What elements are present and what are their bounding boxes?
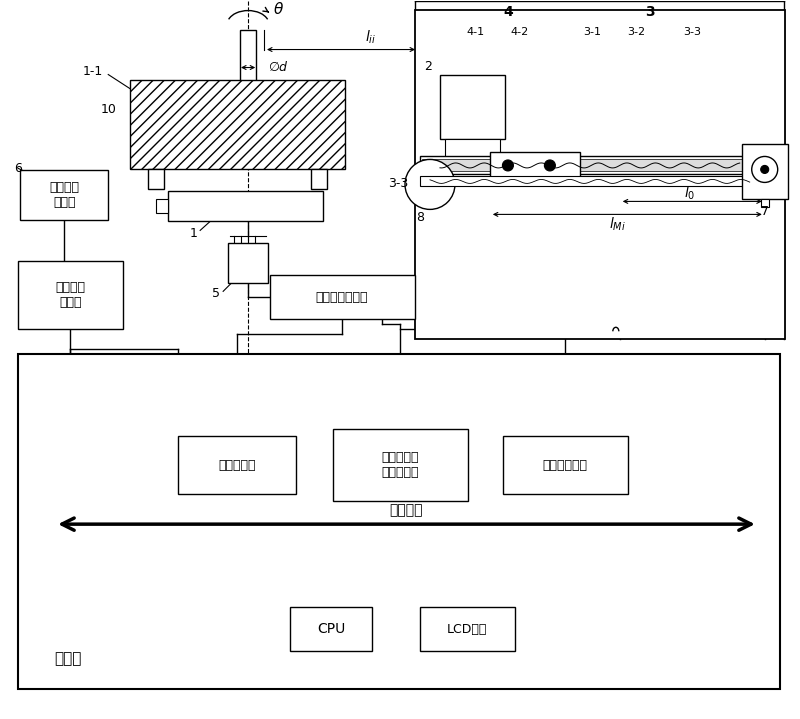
Text: 1: 1 (190, 227, 197, 240)
Bar (290, 607, 372, 651)
Bar (490, 152, 580, 178)
Text: 4: 4 (503, 4, 513, 19)
Text: $l_{Mi}$: $l_{Mi}$ (610, 216, 626, 233)
Text: 7: 7 (761, 205, 769, 218)
Bar (415, 9, 785, 339)
Text: 激光位移传
感器采集卡: 激光位移传 感器采集卡 (382, 452, 418, 479)
Text: 运动控制卡: 运动控制卡 (218, 459, 256, 472)
Text: 步进电机驱动器: 步进电机驱动器 (316, 290, 368, 304)
Text: $l_{ii}$: $l_{ii}$ (366, 29, 377, 46)
Text: 转台电机
驱动器: 转台电机 驱动器 (55, 281, 86, 309)
Bar (440, 75, 505, 139)
Bar (761, 199, 769, 207)
Bar (422, 160, 758, 171)
Text: 3-1: 3-1 (583, 27, 601, 37)
Text: 4-1: 4-1 (467, 27, 485, 37)
Text: 10: 10 (100, 103, 116, 116)
Bar (742, 145, 788, 199)
Bar (228, 243, 268, 283)
Bar (420, 607, 515, 651)
Text: 3-3: 3-3 (388, 177, 408, 190)
Text: $l_0$: $l_0$ (684, 185, 695, 202)
Text: 编码器计数卡: 编码器计数卡 (542, 459, 587, 472)
Bar (18, 354, 780, 689)
Text: LCD单元: LCD单元 (446, 623, 487, 636)
Text: θ: θ (274, 2, 283, 17)
Text: 工控机: 工控机 (54, 651, 82, 667)
Text: 3-2: 3-2 (626, 27, 645, 37)
Bar (445, 139, 500, 160)
Bar (333, 429, 468, 501)
Text: 4-2: 4-2 (510, 27, 529, 37)
Text: 6: 6 (14, 162, 22, 175)
Text: 2: 2 (424, 60, 432, 73)
Text: 5: 5 (212, 287, 220, 300)
Bar (18, 262, 123, 329)
Text: $\emptyset d$: $\emptyset d$ (268, 60, 289, 73)
Text: 3: 3 (645, 4, 654, 19)
Text: 系统总线: 系统总线 (390, 503, 422, 517)
Bar (503, 436, 628, 494)
Text: 3-3: 3-3 (682, 27, 701, 37)
Bar (240, 29, 256, 142)
Bar (270, 275, 415, 319)
Bar (420, 176, 760, 186)
Circle shape (405, 160, 455, 209)
Circle shape (502, 160, 514, 171)
Text: 1-1: 1-1 (83, 65, 103, 78)
Bar (178, 436, 296, 494)
Bar (156, 199, 168, 214)
Circle shape (752, 157, 778, 183)
Text: 8: 8 (416, 211, 424, 224)
Bar (20, 170, 108, 221)
Circle shape (761, 165, 769, 173)
Bar (420, 157, 760, 175)
Bar (311, 170, 327, 189)
Bar (148, 170, 164, 189)
Text: 转台电机
驱动器: 转台电机 驱动器 (50, 181, 79, 209)
Bar (130, 80, 345, 170)
Bar (168, 191, 323, 221)
Circle shape (544, 160, 555, 171)
Text: CPU: CPU (317, 622, 345, 636)
